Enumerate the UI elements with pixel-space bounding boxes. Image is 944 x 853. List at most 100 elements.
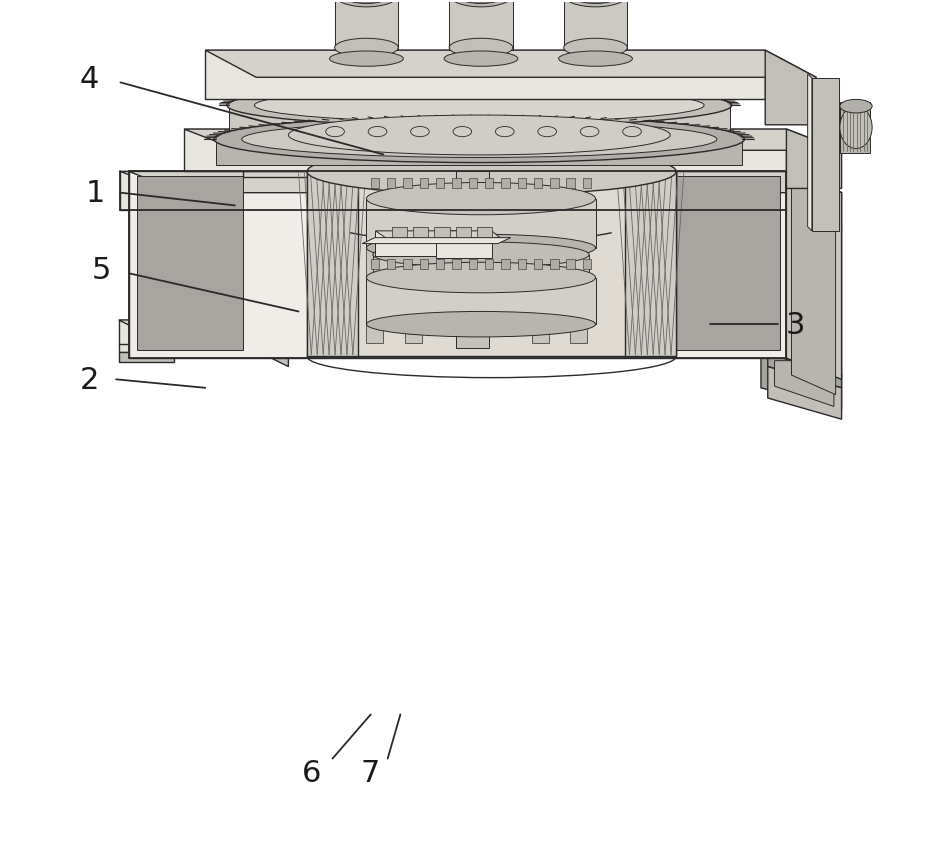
Ellipse shape [444, 52, 517, 67]
Polygon shape [119, 353, 174, 363]
Polygon shape [370, 179, 379, 189]
Polygon shape [675, 177, 779, 351]
Ellipse shape [334, 39, 397, 58]
Polygon shape [517, 259, 526, 270]
Ellipse shape [564, 0, 627, 8]
Polygon shape [373, 255, 588, 291]
Polygon shape [216, 140, 742, 165]
Text: 2: 2 [79, 365, 98, 394]
Polygon shape [582, 179, 591, 189]
Polygon shape [128, 172, 841, 194]
Polygon shape [413, 228, 428, 240]
Polygon shape [791, 178, 834, 395]
Polygon shape [651, 215, 750, 338]
Polygon shape [452, 179, 461, 189]
Polygon shape [137, 177, 244, 351]
Polygon shape [176, 194, 256, 231]
Polygon shape [500, 259, 509, 270]
Polygon shape [419, 259, 428, 270]
Polygon shape [533, 259, 542, 270]
Polygon shape [565, 179, 574, 189]
Polygon shape [128, 172, 785, 359]
Ellipse shape [334, 0, 397, 8]
Polygon shape [307, 172, 358, 357]
Polygon shape [760, 211, 802, 355]
Polygon shape [500, 179, 509, 189]
Ellipse shape [227, 85, 731, 127]
Polygon shape [448, 0, 513, 51]
Polygon shape [436, 231, 491, 258]
Polygon shape [184, 130, 841, 151]
Polygon shape [468, 259, 477, 270]
Ellipse shape [214, 117, 744, 164]
Polygon shape [565, 259, 574, 270]
Polygon shape [549, 179, 558, 189]
Ellipse shape [366, 235, 595, 262]
Polygon shape [403, 179, 412, 189]
Polygon shape [767, 367, 841, 420]
Polygon shape [120, 172, 785, 211]
Ellipse shape [456, 0, 505, 4]
Polygon shape [334, 0, 397, 51]
Ellipse shape [448, 39, 513, 58]
Ellipse shape [373, 280, 588, 302]
Polygon shape [366, 200, 383, 344]
Polygon shape [476, 228, 492, 240]
Ellipse shape [366, 183, 595, 216]
Polygon shape [767, 321, 809, 367]
Polygon shape [366, 278, 595, 325]
Polygon shape [435, 259, 444, 270]
Polygon shape [807, 75, 811, 231]
Ellipse shape [342, 0, 390, 4]
Ellipse shape [242, 122, 716, 159]
Polygon shape [136, 215, 222, 338]
Polygon shape [387, 259, 396, 270]
Polygon shape [646, 211, 760, 321]
Polygon shape [785, 130, 841, 189]
Polygon shape [387, 179, 396, 189]
Polygon shape [370, 259, 379, 270]
Polygon shape [549, 259, 558, 270]
Polygon shape [811, 79, 838, 231]
Ellipse shape [329, 52, 403, 67]
Polygon shape [119, 321, 288, 342]
Polygon shape [533, 179, 542, 189]
Polygon shape [419, 179, 428, 189]
Polygon shape [637, 321, 809, 342]
Ellipse shape [366, 263, 595, 293]
Ellipse shape [373, 242, 588, 268]
Text: 6: 6 [301, 757, 321, 786]
Ellipse shape [564, 39, 627, 58]
Polygon shape [366, 200, 595, 248]
Ellipse shape [558, 52, 632, 67]
Polygon shape [517, 179, 526, 189]
Polygon shape [564, 0, 627, 51]
Ellipse shape [366, 312, 595, 338]
Polygon shape [625, 172, 675, 357]
Text: 5: 5 [92, 255, 111, 284]
Ellipse shape [288, 116, 669, 156]
Ellipse shape [571, 0, 619, 4]
Polygon shape [484, 179, 493, 189]
Polygon shape [760, 211, 841, 375]
Polygon shape [455, 228, 470, 240]
Polygon shape [375, 231, 464, 257]
Polygon shape [392, 228, 407, 240]
Polygon shape [205, 51, 765, 101]
Polygon shape [455, 172, 489, 349]
Polygon shape [228, 106, 729, 143]
Text: 1: 1 [85, 179, 105, 208]
Polygon shape [205, 51, 816, 78]
Ellipse shape [839, 101, 871, 113]
Polygon shape [245, 321, 288, 367]
Ellipse shape [448, 0, 513, 8]
Polygon shape [767, 355, 841, 388]
Polygon shape [119, 345, 174, 353]
Polygon shape [468, 179, 477, 189]
Polygon shape [244, 172, 675, 178]
Polygon shape [765, 51, 816, 125]
Polygon shape [404, 200, 421, 344]
Text: 7: 7 [361, 757, 380, 786]
Polygon shape [307, 172, 675, 357]
Polygon shape [839, 102, 869, 154]
